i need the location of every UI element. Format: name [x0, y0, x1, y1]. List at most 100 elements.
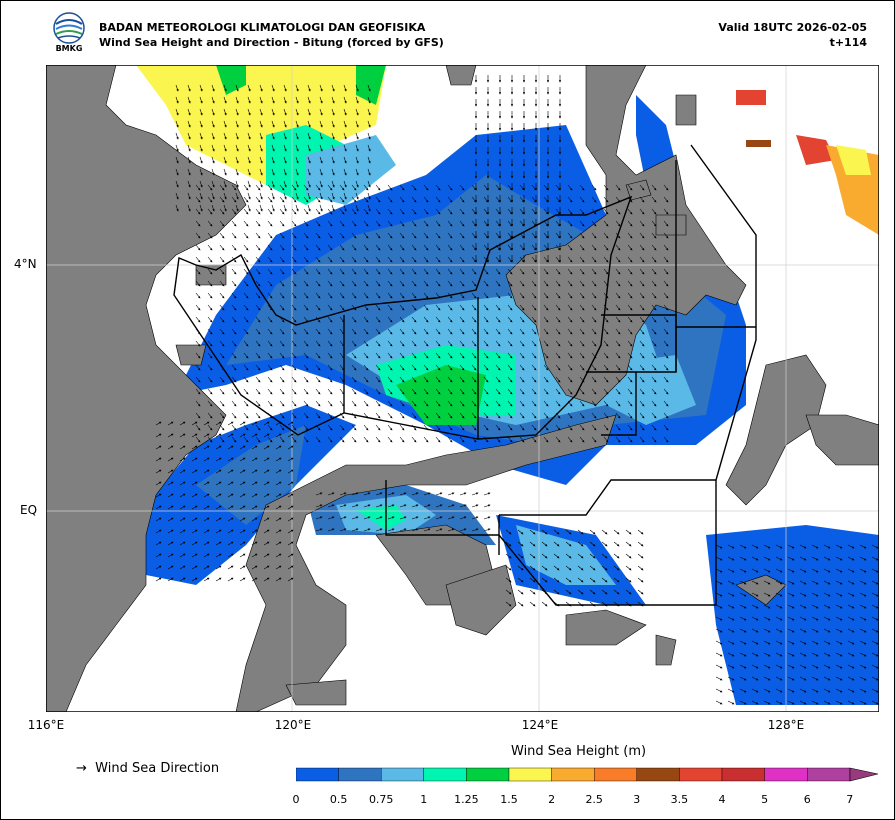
- wind-arrow: [327, 244, 333, 251]
- wind-arrow: [459, 280, 465, 287]
- wind-arrow: [207, 280, 213, 287]
- wind-arrow: [243, 292, 249, 299]
- wind-arrow: [387, 196, 393, 203]
- wind-arrow: [519, 388, 525, 395]
- wind-arrow: [267, 220, 273, 227]
- wind-arrow: [351, 340, 357, 347]
- wind-arrow: [423, 340, 429, 347]
- wind-arrow: [243, 412, 249, 419]
- wind-arrow: [219, 388, 225, 395]
- colorbar-cell: [594, 767, 638, 782]
- wind-arrow: [519, 280, 525, 287]
- wind-arrow: [543, 376, 549, 383]
- wind-arrow: [267, 292, 273, 299]
- wind-arrow: [663, 328, 669, 335]
- wind-arrow: [603, 400, 609, 407]
- wind-arrow: [375, 388, 381, 395]
- wind-arrow: [483, 388, 489, 395]
- wind-arrow: [363, 196, 369, 203]
- wind-arrow: [207, 292, 213, 299]
- wind-arrow: [207, 232, 213, 239]
- wind-arrow: [423, 400, 429, 407]
- wind-arrow: [267, 340, 273, 347]
- wind-arrow: [435, 268, 441, 275]
- wind-arrow: [411, 280, 417, 287]
- wind-arrow: [303, 292, 309, 299]
- wind-arrow: [219, 256, 225, 263]
- wind-arrow: [195, 376, 201, 383]
- colorbar-cell: [551, 767, 595, 782]
- wind-arrow: [447, 184, 453, 191]
- wind-arrow: [579, 316, 585, 323]
- wind-arrow: [399, 184, 405, 191]
- wind-arrow: [411, 316, 417, 323]
- wind-arrow: [591, 340, 597, 347]
- wind-arrow: [651, 220, 657, 227]
- wind-arrow: [195, 364, 201, 371]
- wind-arrow: [243, 364, 249, 371]
- wind-arrow: [495, 292, 501, 299]
- wind-arrow: [411, 208, 417, 215]
- wind-arrow: [507, 316, 513, 323]
- wind-arrow: [375, 268, 381, 275]
- wind-arrow: [423, 364, 429, 371]
- wind-arrow: [339, 244, 345, 251]
- wind-arrow: [423, 292, 429, 299]
- wind-arrow: [423, 412, 429, 419]
- wind-arrow: [243, 340, 249, 347]
- wind-arrow: [327, 292, 333, 299]
- wind-arrow: [423, 280, 429, 287]
- wind-arrow: [303, 244, 309, 251]
- wind-arrow: [291, 364, 297, 371]
- wind-arrow: [627, 244, 633, 251]
- wind-arrow: [519, 400, 525, 407]
- wind-arrow: [219, 352, 225, 359]
- wind-arrow: [579, 340, 585, 347]
- colorbar-tick-label: 2: [548, 793, 556, 806]
- wind-arrow: [651, 328, 657, 335]
- wind-arrow: [615, 340, 621, 347]
- wind-arrow: [639, 388, 645, 395]
- wind-arrow: [615, 256, 621, 263]
- wind-arrow: [327, 328, 333, 335]
- wind-arrow: [387, 304, 393, 311]
- wind-arrow: [291, 280, 297, 287]
- wind-arrow: [195, 268, 201, 275]
- wind-arrow: [639, 280, 645, 287]
- wind-arrow: [651, 316, 657, 323]
- wind-arrow: [543, 400, 549, 407]
- wind-arrow: [447, 220, 453, 227]
- wind-arrow: [303, 304, 309, 311]
- wind-arrow: [363, 352, 369, 359]
- wind-arrow: [435, 256, 441, 263]
- wind-arrow: [471, 340, 477, 347]
- wind-arrow: [279, 232, 285, 239]
- wind-arrow: [639, 352, 645, 359]
- wind-arrow: [327, 184, 333, 191]
- wind-arrow: [219, 184, 225, 191]
- wind-arrow: [543, 328, 549, 335]
- wind-arrow: [591, 328, 597, 335]
- wind-arrow: [351, 220, 357, 227]
- wind-arrow: [291, 388, 297, 395]
- colorbar-tick-label: 7: [846, 793, 854, 806]
- valid-time: Valid 18UTC 2026-02-05: [718, 21, 867, 34]
- wind-arrow: [615, 316, 621, 323]
- wind-arrow: [375, 328, 381, 335]
- wind-arrow: [579, 352, 585, 359]
- wind-arrow: [279, 340, 285, 347]
- wind-arrow: [627, 232, 633, 239]
- wind-arrow: [663, 352, 669, 359]
- wind-arrow: [207, 352, 213, 359]
- wind-arrow: [579, 280, 585, 287]
- wind-arrow: [627, 364, 633, 371]
- wind-arrow: [339, 184, 345, 191]
- wind-arrow: [375, 376, 381, 383]
- colorbar-tick-label: 0.5: [329, 793, 348, 806]
- wind-arrow: [231, 352, 237, 359]
- wind-arrow: [591, 376, 597, 383]
- wind-arrow: [267, 256, 273, 263]
- wind-arrow: [531, 352, 537, 359]
- wind-arrow: [219, 292, 225, 299]
- wind-arrow: [267, 364, 273, 371]
